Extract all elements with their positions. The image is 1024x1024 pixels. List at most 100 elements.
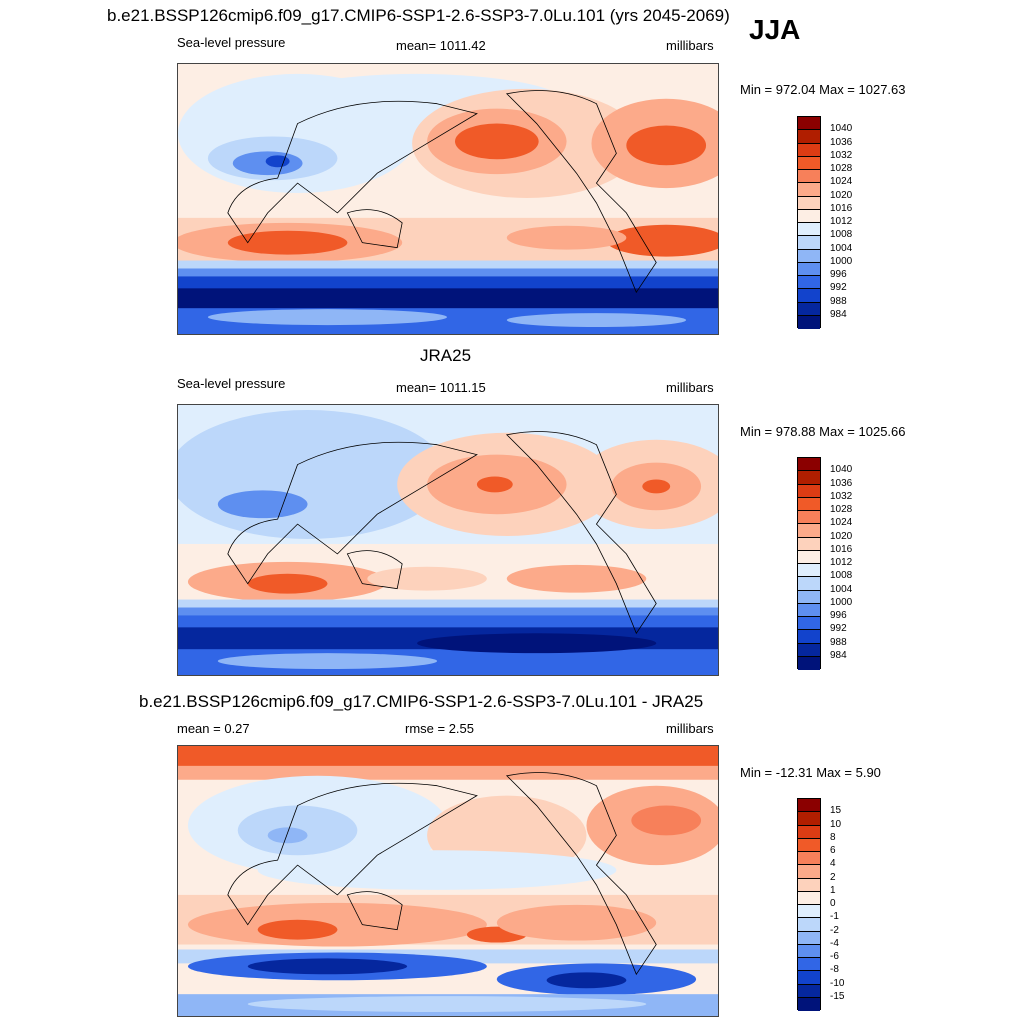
panel-3-rmse-label: rmse = 2.55 xyxy=(405,721,475,736)
colorbar-swatch xyxy=(798,497,820,511)
colorbar-swatch xyxy=(798,931,820,945)
colorbar-swatch xyxy=(798,918,820,932)
colorbar-label: 984 xyxy=(830,649,847,661)
colorbar-label: -4 xyxy=(830,937,839,949)
colorbar-swatch xyxy=(798,564,820,578)
colorbar-label: 1040 xyxy=(830,123,853,135)
colorbar-label: 988 xyxy=(830,295,847,307)
colorbar-swatch xyxy=(798,630,820,644)
colorbar-label: 6 xyxy=(830,845,836,856)
colorbar-swatch xyxy=(798,997,820,1011)
colorbar-label: 996 xyxy=(830,610,847,621)
colorbar-swatch xyxy=(798,799,820,813)
colorbar-swatch xyxy=(798,236,820,250)
colorbar-label: 996 xyxy=(830,269,847,280)
panel-1-units-label: millibars xyxy=(666,38,714,53)
colorbar-label: -1 xyxy=(830,911,839,923)
colorbar-swatch xyxy=(798,223,820,237)
colorbar-swatch xyxy=(798,471,820,485)
colorbar-swatch xyxy=(798,643,820,657)
colorbar-swatch xyxy=(798,117,820,131)
colorbar-swatch xyxy=(798,262,820,276)
colorbar-swatch xyxy=(798,825,820,839)
colorbar-swatch xyxy=(798,838,820,852)
panel-1-title: b.e21.BSSP126cmip6.f09_g17.CMIP6-SSP1-2.… xyxy=(107,6,730,25)
panel-3-title: b.e21.BSSP126cmip6.f09_g17.CMIP6-SSP1-2.… xyxy=(139,692,704,711)
colorbar-label: 992 xyxy=(830,282,847,294)
colorbar-label: -2 xyxy=(830,924,839,936)
panel-3-map xyxy=(177,745,719,1017)
panel-3-colorbar xyxy=(797,798,821,1011)
colorbar-swatch xyxy=(798,130,820,144)
colorbar-swatch xyxy=(798,170,820,184)
panel-3-mean-label: mean = 0.27 xyxy=(177,721,250,736)
panel-2-map xyxy=(177,404,719,676)
colorbar-label: 1024 xyxy=(830,517,853,529)
panel-1-map xyxy=(177,63,719,335)
colorbar-swatch xyxy=(798,603,820,617)
colorbar-label: 1008 xyxy=(830,229,853,241)
colorbar-swatch xyxy=(798,511,820,525)
colorbar-label: 1032 xyxy=(830,490,853,502)
panel-3-units-label: millibars xyxy=(666,721,714,736)
panel-2-variable-label: Sea-level pressure xyxy=(177,376,286,391)
colorbar-swatch xyxy=(798,183,820,197)
panel-1-minmax-label: Min = 972.04 Max = 1027.63 xyxy=(740,82,906,97)
colorbar-label: 1004 xyxy=(830,242,853,254)
colorbar-label: 1020 xyxy=(830,189,853,201)
colorbar-swatch xyxy=(798,865,820,879)
colorbar-swatch xyxy=(798,550,820,564)
colorbar-swatch xyxy=(798,590,820,604)
colorbar-label: 1016 xyxy=(830,543,853,555)
colorbar-swatch xyxy=(798,905,820,919)
colorbar-label: 1028 xyxy=(830,163,853,174)
colorbar-label: 1028 xyxy=(830,504,853,515)
colorbar-label: 1008 xyxy=(830,570,853,582)
colorbar-swatch xyxy=(798,891,820,905)
colorbar-swatch xyxy=(798,156,820,170)
colorbar-label: 1012 xyxy=(830,557,853,568)
panel-2-units-label: millibars xyxy=(666,380,714,395)
colorbar-swatch xyxy=(798,249,820,263)
colorbar-swatch xyxy=(798,302,820,316)
colorbar-swatch xyxy=(798,524,820,538)
colorbar-label: 1000 xyxy=(830,596,853,608)
season-label: JJA xyxy=(749,14,801,45)
colorbar-label: 0 xyxy=(830,898,836,909)
colorbar-swatch xyxy=(798,577,820,591)
colorbar-label: -10 xyxy=(830,977,845,989)
colorbar-label: 1012 xyxy=(830,216,853,227)
colorbar-swatch xyxy=(798,143,820,157)
colorbar-label: 1032 xyxy=(830,149,853,161)
colorbar-label: -8 xyxy=(830,964,839,976)
colorbar-swatch xyxy=(798,971,820,985)
colorbar-swatch xyxy=(798,315,820,329)
colorbar-label: 1004 xyxy=(830,583,853,595)
colorbar-label: 2 xyxy=(830,871,836,883)
colorbar-swatch xyxy=(798,276,820,290)
panel-2-mean-label: mean= 1011.15 xyxy=(396,380,486,395)
colorbar-label: 1 xyxy=(830,884,836,896)
colorbar-label: -6 xyxy=(830,951,839,962)
colorbar-swatch xyxy=(798,656,820,670)
colorbar-swatch xyxy=(798,484,820,498)
colorbar-label: 1036 xyxy=(830,136,853,148)
colorbar-label: 15 xyxy=(830,805,842,817)
colorbar-label: 1024 xyxy=(830,176,853,188)
colorbar-label: -15 xyxy=(830,990,845,1002)
colorbar-label: 8 xyxy=(830,831,836,843)
colorbar-label: 1000 xyxy=(830,255,853,267)
colorbar-label: 10 xyxy=(830,818,842,830)
panel-2-colorbar xyxy=(797,457,821,670)
panel-1-variable-label: Sea-level pressure xyxy=(177,35,286,50)
colorbar-label: 1020 xyxy=(830,530,853,542)
colorbar-label: 4 xyxy=(830,858,836,870)
colorbar-swatch xyxy=(798,458,820,472)
colorbar-label: 1016 xyxy=(830,202,853,214)
colorbar-label: 988 xyxy=(830,636,847,648)
colorbar-swatch xyxy=(798,958,820,972)
colorbar-label: 992 xyxy=(830,623,847,635)
panel-3-minmax-label: Min = -12.31 Max = 5.90 xyxy=(740,765,881,780)
colorbar-swatch xyxy=(798,984,820,998)
colorbar-label: 1040 xyxy=(830,464,853,476)
